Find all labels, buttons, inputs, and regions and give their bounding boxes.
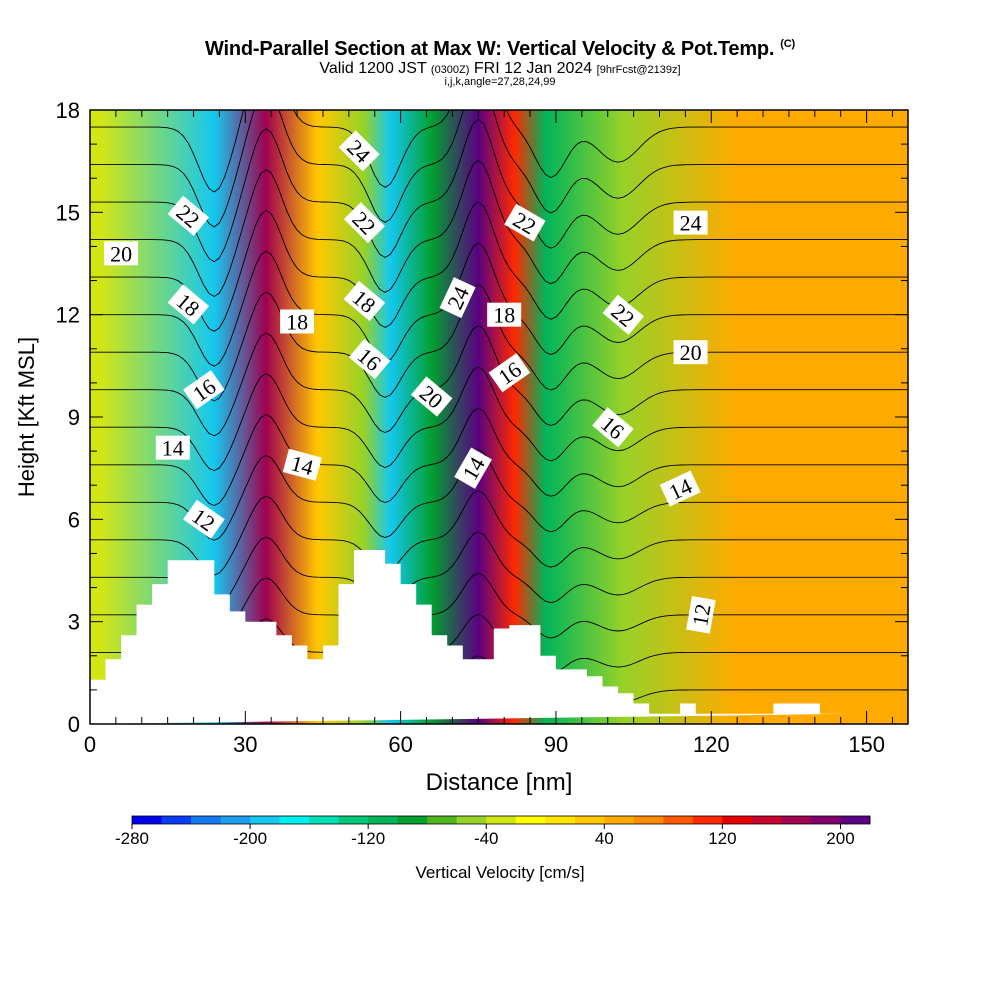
colorbar-swatch	[250, 816, 281, 824]
isentrope-line	[90, 407, 908, 506]
contour-label-text: 24	[680, 211, 702, 236]
y-tick-label: 3	[68, 610, 80, 635]
isentrope-line	[90, 448, 908, 541]
contour-label: 20	[673, 340, 708, 365]
chart-title: Wind-Parallel Section at Max W: Vertical…	[205, 38, 795, 60]
colorbar-swatch	[161, 816, 192, 824]
colorbar-tick-label: -280	[115, 829, 149, 848]
isentrope-line	[90, 118, 908, 263]
colorbar-swatch	[545, 816, 576, 824]
terrain-mask	[90, 550, 852, 724]
colorbar-label: Vertical Velocity [cm/s]	[415, 863, 585, 882]
y-tick-label: 12	[56, 303, 80, 328]
isentrope-contours	[90, 110, 908, 715]
colorbar-tick-label: 40	[595, 829, 614, 848]
colorbar-swatch	[574, 816, 605, 824]
colorbar-swatch	[338, 816, 369, 824]
contour-label: 18	[280, 309, 315, 335]
x-tick-label: 120	[693, 732, 730, 757]
x-tick-label: 90	[544, 732, 568, 757]
isentrope-line	[90, 490, 908, 576]
contour-label: 20	[104, 241, 139, 266]
colorbar-tick-label: -120	[351, 829, 385, 848]
colorbar-swatch	[397, 816, 428, 824]
colorbar-swatch	[722, 816, 753, 824]
grid-params: i,j,k,angle=27,28,24,99	[444, 76, 556, 88]
colorbar-swatch	[604, 816, 635, 824]
x-tick-label: 0	[84, 732, 96, 757]
colorbar-swatch	[486, 816, 517, 824]
colorbar-swatch	[781, 816, 812, 824]
colorbar-tick-label: -200	[233, 829, 267, 848]
colorbar-swatch	[692, 816, 723, 824]
x-tick-label: 30	[233, 732, 257, 757]
colorbar-swatch	[132, 816, 163, 824]
colorbar-swatch	[279, 816, 310, 824]
valid-time: Valid 1200 JST (0300Z) FRI 12 Jan 2024 […	[319, 60, 681, 77]
y-tick-label: 18	[56, 98, 80, 123]
y-tick-label: 0	[68, 712, 80, 737]
colorbar-swatch	[810, 816, 841, 824]
contour-label: 14	[155, 435, 190, 461]
contour-label-text: 18	[286, 310, 308, 335]
y-tick-label: 15	[56, 200, 80, 225]
colorbar-tick-label: 120	[708, 829, 736, 848]
x-tick-label: 150	[848, 732, 885, 757]
colorbar: -280 -200 -120 -40 40 120 200	[115, 815, 871, 848]
isentrope-line	[90, 159, 908, 298]
y-tick-label: 6	[68, 507, 80, 532]
copyright-mark: (C)	[780, 38, 795, 51]
contour-label-text: 18	[493, 303, 515, 328]
isentrope-line	[90, 242, 908, 367]
colorbar-swatch	[633, 816, 664, 824]
contour-label: 18	[487, 302, 522, 328]
x-axis-label: Distance [nm]	[426, 769, 573, 796]
colorbar-swatch	[751, 816, 782, 824]
isentrope-line	[90, 366, 908, 472]
contour-label: 24	[673, 210, 708, 236]
y-tick-label: 9	[68, 405, 80, 430]
x-tick-label: 60	[388, 732, 412, 757]
colorbar-swatch	[840, 816, 871, 824]
contour-label-text: 12	[687, 602, 715, 628]
colorbar-swatch	[220, 816, 251, 824]
colorbar-swatch	[309, 816, 340, 824]
contour-label-text: 20	[680, 340, 702, 365]
isentrope-line	[90, 325, 908, 437]
colorbar-swatch	[456, 816, 487, 824]
colorbar-swatch	[368, 816, 399, 824]
colorbar-swatch	[663, 816, 694, 824]
colorbar-tick-label: -40	[474, 829, 499, 848]
contour-label: 16	[183, 370, 225, 410]
colorbar-tick-label: 200	[826, 829, 854, 848]
isentrope-line	[90, 201, 908, 332]
isentrope-line	[90, 110, 908, 228]
contour-label: 14	[282, 448, 322, 481]
isentrope-line	[90, 110, 908, 193]
colorbar-swatch	[191, 816, 222, 824]
colorbar-swatch	[515, 816, 546, 824]
contour-label: 12	[686, 595, 716, 634]
y-axis-label: Height [Kft MSL]	[14, 337, 39, 497]
contour-label-text: 14	[162, 436, 184, 461]
contour-label-text: 20	[110, 241, 132, 266]
colorbar-swatch	[427, 816, 458, 824]
